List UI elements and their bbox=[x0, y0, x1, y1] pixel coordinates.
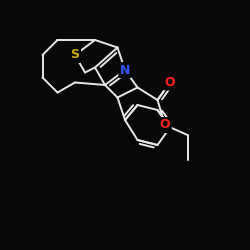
Text: O: O bbox=[160, 118, 170, 132]
Text: O: O bbox=[165, 76, 175, 89]
Text: S: S bbox=[70, 48, 80, 62]
Text: N: N bbox=[120, 64, 130, 76]
